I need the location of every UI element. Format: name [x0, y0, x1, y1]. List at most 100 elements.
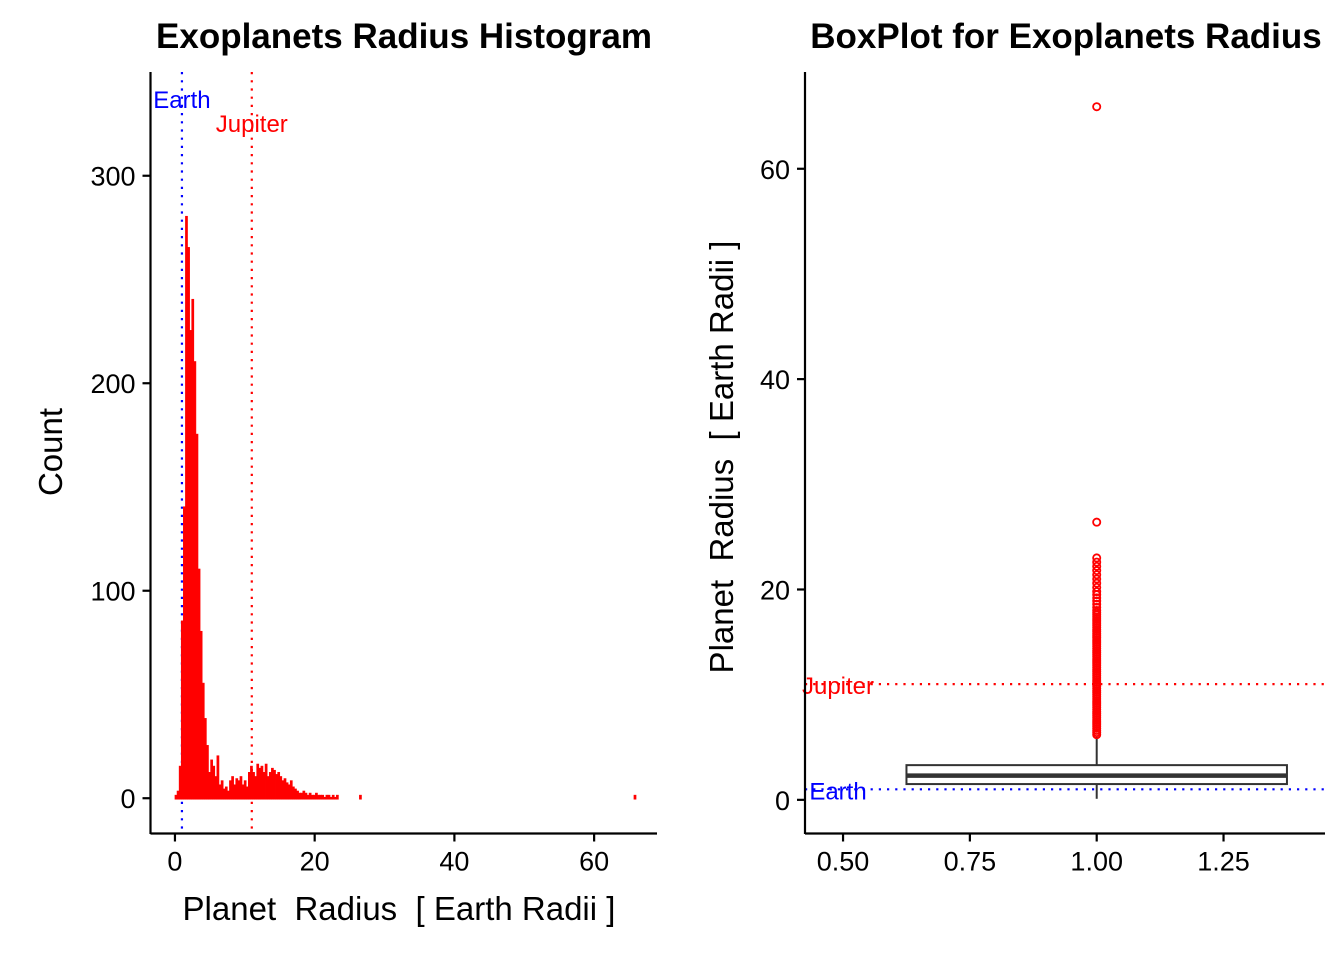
histogram-bar — [312, 794, 316, 800]
histogram-bar — [222, 788, 226, 800]
histogram-x-axis-label: Planet Radius [ Earth Radii ] — [183, 890, 616, 927]
histogram-bar — [319, 794, 322, 800]
boxplot-outliers — [1092, 102, 1102, 740]
histogram-bar — [231, 776, 234, 800]
histogram-bar — [336, 794, 339, 800]
histogram-bar — [260, 765, 264, 800]
histogram-bar — [214, 776, 218, 800]
histogram-bar — [279, 776, 283, 800]
histogram-bar — [189, 330, 193, 800]
histogram-bar — [296, 790, 299, 800]
histogram-bar — [176, 790, 180, 800]
histogram-bar — [294, 788, 297, 800]
histogram-bar — [271, 767, 274, 800]
histogram-bar — [283, 778, 287, 800]
histogram-bar — [241, 784, 245, 800]
histogram-bar — [243, 780, 247, 800]
outlier-point — [1092, 574, 1102, 584]
y-tick-label: 0 — [775, 786, 790, 816]
histogram-bar — [183, 506, 186, 800]
histogram-bar — [180, 620, 184, 800]
histogram-bar — [235, 778, 239, 800]
histogram-title: Exoplanets Radius Histogram — [156, 17, 652, 56]
histogram-bar — [212, 765, 216, 800]
reference-label-earth: Earth — [153, 87, 210, 114]
histogram-bar — [325, 794, 329, 800]
histogram-bar — [195, 433, 199, 800]
histogram-bar — [331, 794, 335, 800]
outlier-point — [1092, 557, 1102, 567]
outlier-point — [1092, 517, 1102, 527]
histogram-bar — [250, 765, 253, 800]
histogram-bar — [256, 763, 260, 800]
histogram-bar — [185, 215, 188, 800]
y-tick-label: 100 — [90, 577, 135, 607]
y-tick-label: 200 — [90, 369, 135, 399]
histogram-bar — [227, 790, 230, 800]
outlier-point — [1092, 587, 1102, 597]
histogram-bar — [197, 568, 201, 800]
histogram-bar — [258, 767, 262, 800]
boxplot-reference-lines: Jupiter Earth — [802, 673, 1325, 805]
boxplot-body — [905, 736, 1288, 799]
y-tick-label: 0 — [120, 784, 135, 814]
outlier-point — [1092, 102, 1102, 112]
histogram-bar — [317, 794, 320, 800]
histogram-bar — [310, 794, 314, 800]
x-tick-label: 0.75 — [944, 847, 997, 877]
histogram-bar — [208, 772, 211, 800]
histogram-y-ticks: 0 100 200 300 — [90, 162, 151, 814]
outlier-point — [1092, 553, 1102, 563]
histogram-bar — [327, 794, 331, 800]
histogram-bar — [300, 792, 304, 800]
histogram-bar — [220, 780, 224, 800]
histogram-bar — [287, 784, 291, 800]
histogram-bar — [275, 774, 278, 800]
histogram-bar — [178, 765, 182, 800]
y-tick-label: 300 — [90, 162, 135, 192]
histogram-bar — [218, 784, 222, 800]
histogram-bar — [633, 794, 637, 800]
histogram-bar — [237, 780, 241, 800]
x-tick-label: 40 — [439, 847, 469, 877]
histogram-bars — [174, 215, 637, 800]
histogram-bar — [298, 792, 302, 800]
histogram-bar — [281, 780, 285, 800]
histogram-bar — [268, 772, 272, 800]
histogram-bar — [359, 794, 362, 800]
x-tick-label: 1.00 — [1070, 847, 1123, 877]
histogram-bar — [199, 630, 203, 800]
histogram-bar — [216, 755, 220, 800]
histogram-bar — [306, 794, 310, 800]
histogram-bar — [248, 772, 251, 800]
outlier-point — [1092, 561, 1102, 571]
histogram-bar — [323, 796, 327, 800]
boxplot-y-ticks: 0 20 40 60 — [760, 155, 805, 816]
y-tick-label: 60 — [760, 155, 790, 185]
histogram-bar — [292, 786, 295, 800]
x-tick-label: 60 — [579, 847, 609, 877]
histogram-bar — [333, 796, 337, 800]
histogram-bar — [266, 776, 270, 800]
histogram-bar — [285, 782, 289, 800]
y-tick-label: 20 — [760, 575, 790, 605]
boxplot-title: BoxPlot for Exoplanets Radius — [810, 17, 1321, 56]
histogram-bar — [210, 759, 213, 800]
histogram-bar — [206, 745, 209, 800]
histogram-bar — [193, 361, 197, 800]
histogram-bar — [304, 792, 308, 800]
boxplot-y-axis-label: Planet Radius [ Earth Radii ] — [703, 241, 740, 674]
histogram-bar — [277, 772, 281, 800]
x-tick-label: 0.50 — [817, 847, 870, 877]
histogram-bar — [329, 796, 333, 800]
histogram-panel: Exoplanets Radius Histogram EarthJupiter… — [32, 17, 657, 927]
histogram-bar — [262, 772, 266, 800]
histogram-bar — [308, 792, 312, 800]
boxplot-panel: BoxPlot for Exoplanets Radius Jupiter Ear… — [703, 17, 1325, 877]
histogram-bar — [252, 772, 255, 800]
reference-label-jupiter: Jupiter — [802, 673, 874, 700]
histogram-bar — [229, 780, 232, 800]
y-tick-label: 40 — [760, 365, 790, 395]
